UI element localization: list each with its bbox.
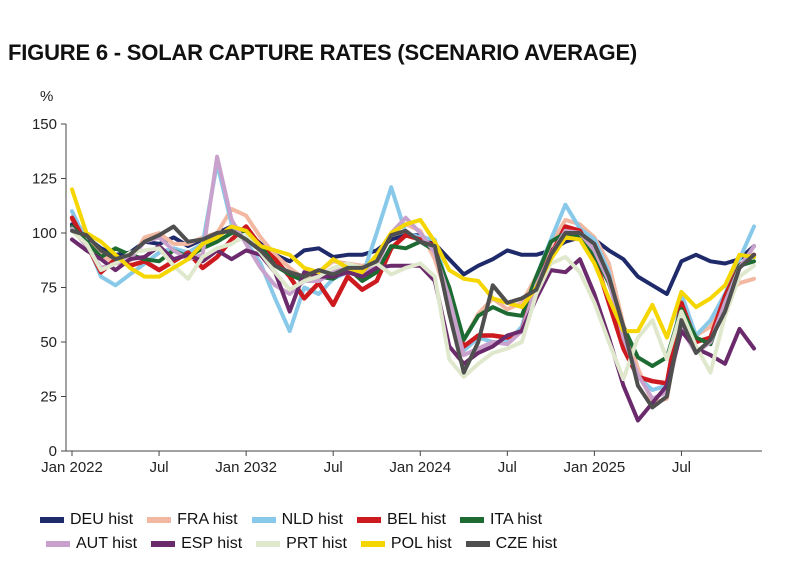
x-tick-label: Jul: [324, 459, 343, 476]
legend-item: ITA hist: [459, 511, 543, 529]
legend-swatch: [465, 541, 490, 547]
series-line-prt: [70, 228, 756, 382]
legend-item: DEU hist: [40, 511, 133, 529]
legend-item: BEL hist: [356, 511, 446, 529]
legend-swatch: [256, 541, 281, 547]
legend-label: FRA hist: [177, 511, 238, 528]
y-tick-label: 100: [32, 225, 57, 242]
series-line-pol: [70, 187, 756, 340]
legend-label: ESP hist: [181, 535, 243, 552]
chart-title: FIGURE 6 - SOLAR CAPTURE RATES (SCENARIO…: [8, 40, 638, 65]
x-tick-label: Jan 2025: [564, 459, 626, 476]
legend-label: AUT hist: [76, 535, 138, 552]
line-chart: % 0 25 50 75 100 125 150 Jan 2022 Jul Jan 2032 Jul…: [32, 88, 762, 476]
axes: 0 25 50 75 100 125 150 Jan 2022 Jul Jan 2032 Jul Ja…: [32, 116, 762, 476]
series-line-cze: [70, 224, 756, 410]
series-line-nld: [70, 161, 756, 392]
legend-swatch: [46, 541, 70, 547]
legend-label: CZE hist: [495, 535, 558, 552]
legend-swatch: [251, 517, 276, 523]
legend-swatch: [360, 541, 385, 547]
legend-row: DEU hist FRA hist NLD hist BEL hist ITA hist: [40, 508, 600, 532]
x-tick-label: Jan 2024: [389, 459, 451, 476]
series-lines: [69, 154, 757, 423]
x-tick-label: Jul: [149, 459, 168, 476]
legend-item: AUT hist: [46, 535, 137, 553]
x-tick-label: Jul: [498, 459, 517, 476]
legend-label: POL hist: [390, 535, 452, 552]
legend-item: FRA hist: [147, 511, 238, 529]
y-tick-label: 50: [40, 334, 57, 351]
legend-swatch: [147, 517, 172, 523]
legend-swatch: [356, 517, 381, 523]
x-tick-label: Jul: [672, 459, 691, 476]
legend-label: ITA hist: [489, 511, 543, 528]
y-axis-label: %: [40, 88, 53, 105]
legend-label: DEU hist: [70, 511, 134, 528]
legend: DEU hist FRA hist NLD hist BEL hist ITA hist…: [40, 508, 600, 556]
series-line-aut: [70, 154, 756, 401]
legend-label: BEL hist: [386, 511, 446, 528]
legend-swatch: [40, 517, 64, 523]
legend-row: AUT hist ESP hist PRT hist POL hist CZE hist: [40, 532, 600, 556]
legend-label: PRT hist: [286, 535, 347, 552]
x-tick-label: Jan 2032: [215, 459, 277, 476]
legend-swatch: [151, 541, 176, 547]
y-tick-label: 125: [32, 171, 57, 188]
legend-item: ESP hist: [151, 535, 242, 553]
y-tick-label: 0: [49, 443, 57, 460]
y-tick-label: 150: [32, 116, 57, 133]
y-tick-label: 25: [40, 389, 57, 406]
x-tick-label: Jan 2022: [41, 459, 103, 476]
legend-item: NLD hist: [251, 511, 343, 529]
y-tick-label: 75: [40, 280, 57, 297]
legend-label: NLD hist: [281, 511, 343, 528]
legend-item: POL hist: [360, 535, 452, 553]
legend-item: PRT hist: [256, 535, 347, 553]
legend-swatch: [459, 517, 484, 523]
legend-item: CZE hist: [465, 535, 558, 553]
